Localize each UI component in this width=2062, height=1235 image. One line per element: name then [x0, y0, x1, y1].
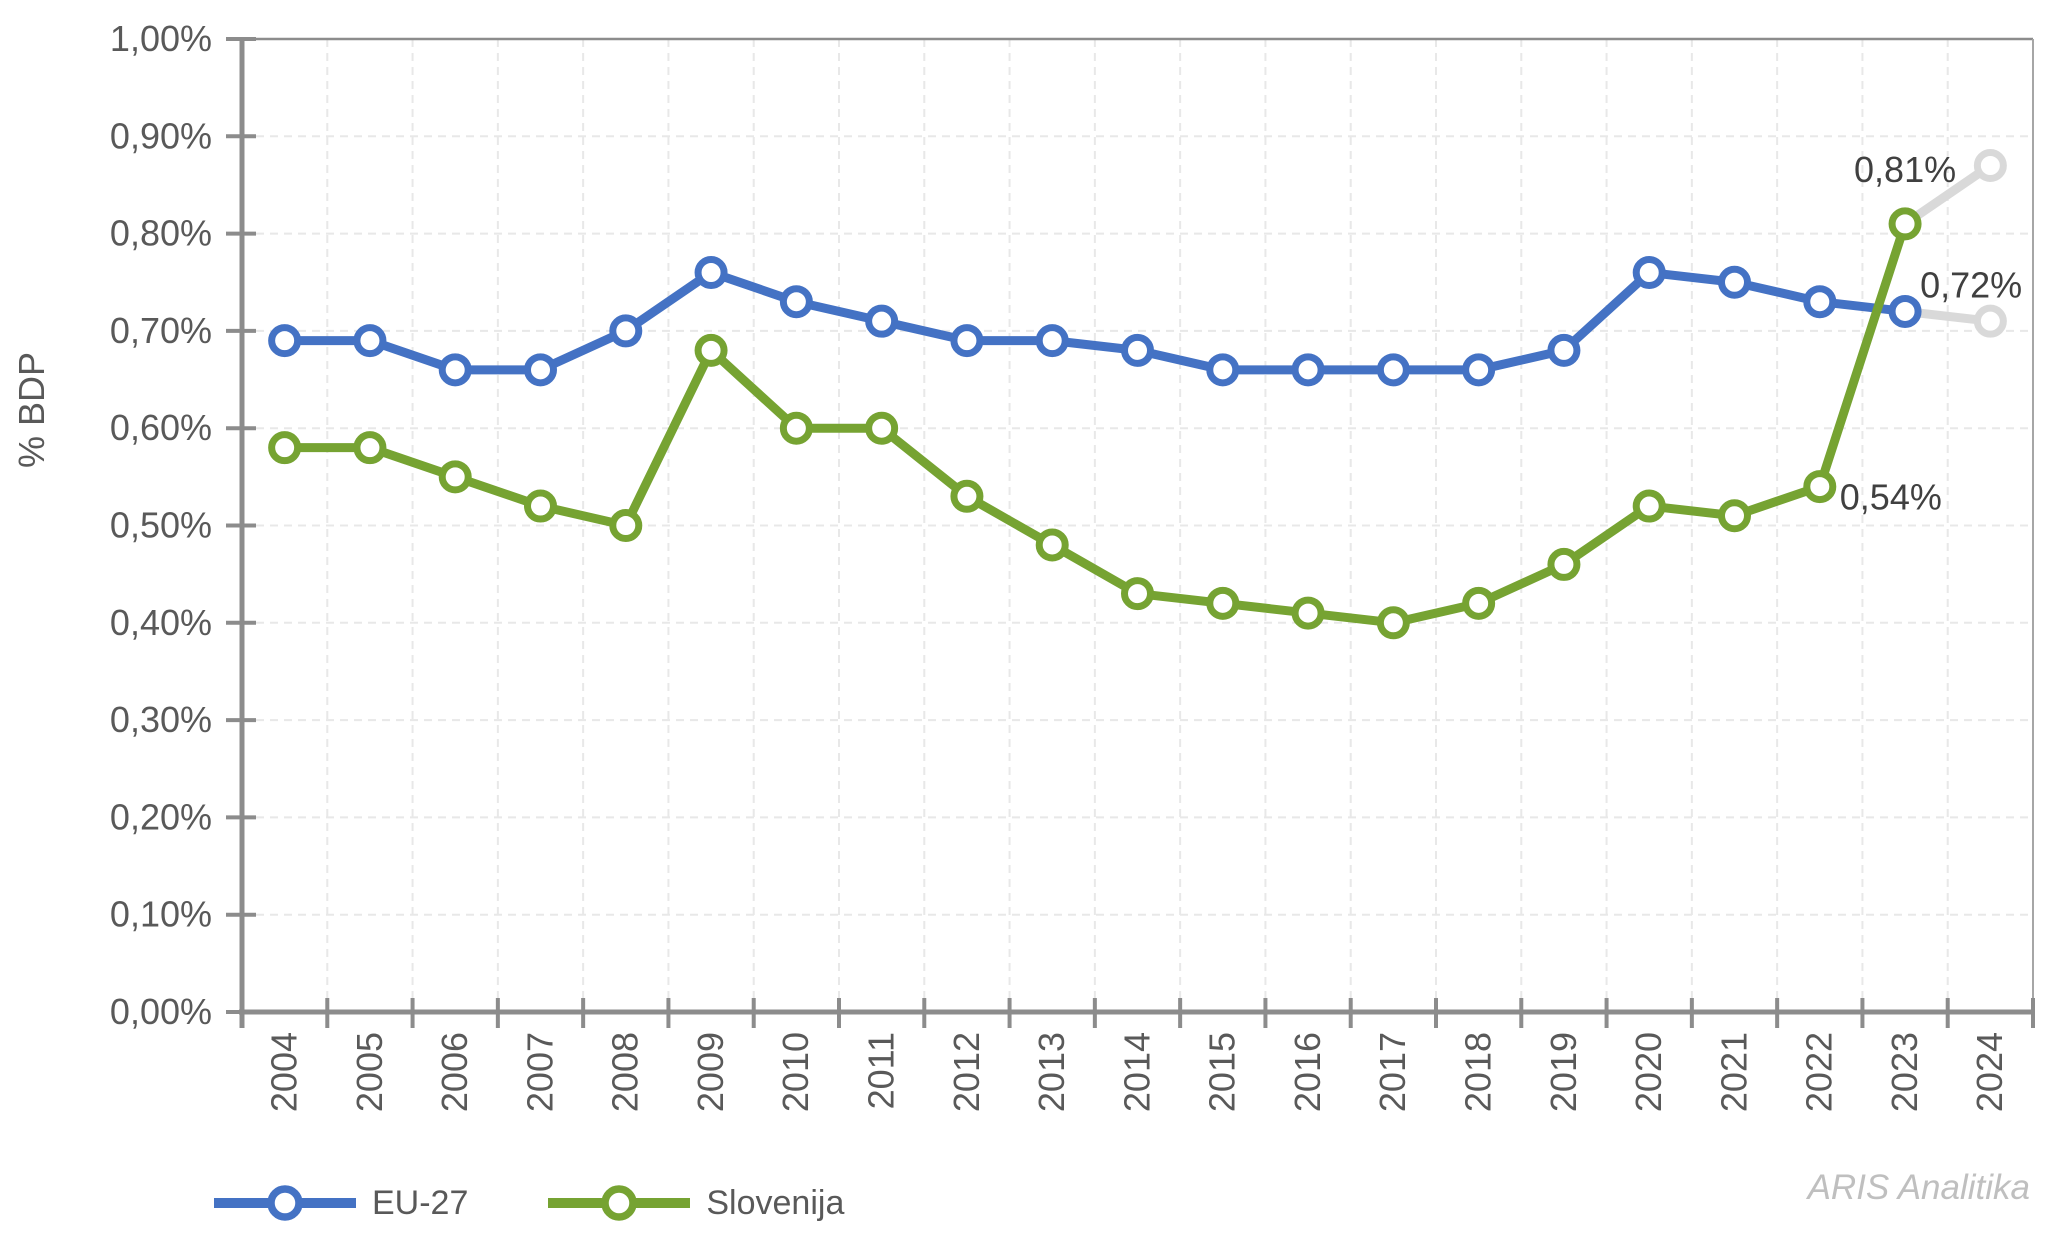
data-marker-slovenija [268, 431, 302, 465]
x-tick-label: 2016 [1287, 1032, 1328, 1112]
x-tick-label: 2008 [605, 1032, 646, 1112]
y-tick-label: 0,30% [110, 699, 212, 740]
data-marker-eu-27 [1376, 353, 1410, 387]
x-tick-label: 2009 [690, 1032, 731, 1112]
x-tick-label: 2005 [349, 1032, 390, 1112]
data-marker-slovenija [1547, 547, 1581, 581]
data-marker-slovenija [1376, 606, 1410, 640]
x-tick-label: 2024 [1969, 1032, 2010, 1112]
data-marker-eu-27 [1291, 353, 1325, 387]
projection-line-slovenija [1900, 160, 1995, 229]
y-tick-label: 0,70% [110, 310, 212, 351]
data-marker-slovenija [1888, 207, 1922, 241]
data-marker-slovenija [694, 333, 728, 367]
legend-item-slovenija: Slovenija [544, 1180, 844, 1226]
y-tick-label: 0,50% [110, 505, 212, 546]
data-marker-slovenija [1206, 586, 1240, 620]
x-tick-label: 2021 [1713, 1032, 1754, 1112]
y-tick-label: 1,00% [110, 18, 212, 59]
data-marker-eu-27 [779, 285, 813, 319]
legend: EU-27 Slovenija [210, 1180, 844, 1226]
x-tick-label: 2006 [434, 1032, 475, 1112]
watermark-text: ARIS Analitika [1807, 1168, 2030, 1207]
data-marker-eu-27 [694, 256, 728, 290]
y-tick-label: 0,80% [110, 213, 212, 254]
projection-marker-eu-27 [1973, 304, 2007, 338]
data-marker-eu-27 [1888, 294, 1922, 328]
y-tick-label: 0,20% [110, 796, 212, 837]
data-marker-eu-27 [438, 353, 472, 387]
y-axis-title: % BDP [11, 351, 52, 469]
data-marker-eu-27 [1035, 324, 1069, 358]
x-tick-label: 2004 [264, 1032, 305, 1112]
data-marker-eu-27 [865, 304, 899, 338]
x-tick-label: 2014 [1116, 1032, 1157, 1112]
x-tick-label: 2012 [946, 1032, 987, 1112]
x-tick-label: 2017 [1372, 1032, 1413, 1112]
x-tick-label: 2010 [775, 1032, 816, 1112]
x-tick-label: 2018 [1458, 1032, 1499, 1112]
data-marker-eu-27 [1718, 265, 1751, 299]
data-marker-eu-27 [1121, 333, 1154, 367]
data-marker-slovenija [1291, 596, 1325, 630]
y-tick-label: 0,60% [110, 407, 212, 448]
data-marker-slovenija [1121, 577, 1154, 611]
legend-marker-icon [548, 1185, 691, 1221]
data-marker-slovenija [353, 431, 387, 465]
data-marker-eu-27 [1632, 256, 1666, 290]
legend-marker-icon [214, 1185, 356, 1221]
data-marker-eu-27 [1803, 285, 1837, 319]
x-tick-label: 2013 [1031, 1032, 1072, 1112]
data-marker-eu-27 [1462, 353, 1496, 387]
data-label: 0,72% [1920, 264, 2022, 305]
data-marker-eu-27 [524, 353, 557, 387]
data-marker-slovenija [865, 411, 899, 445]
legend-label: EU-27 [372, 1183, 469, 1222]
data-label: 0,81% [1854, 149, 1956, 190]
data-marker-eu-27 [1547, 333, 1581, 367]
data-marker-slovenija [1718, 499, 1751, 533]
data-marker-slovenija [438, 460, 472, 494]
x-tick-label: 2019 [1543, 1032, 1584, 1112]
data-marker-eu-27 [353, 324, 387, 358]
data-marker-slovenija [779, 411, 813, 445]
data-marker-eu-27 [950, 324, 984, 358]
y-tick-label: 0,10% [110, 894, 212, 935]
x-tick-label: 2020 [1628, 1032, 1669, 1112]
data-marker-slovenija [1632, 489, 1666, 523]
data-marker-slovenija [524, 489, 557, 523]
data-marker-slovenija [609, 509, 643, 542]
x-tick-label: 2023 [1884, 1032, 1925, 1112]
data-marker-eu-27 [268, 324, 302, 358]
data-marker-slovenija [1462, 586, 1496, 620]
projection-marker-slovenija [1973, 148, 2007, 182]
data-marker-slovenija [1803, 470, 1837, 504]
y-tick-label: 0,00% [110, 991, 212, 1032]
y-tick-label: 0,40% [110, 602, 212, 643]
legend-label: Slovenija [706, 1183, 845, 1222]
x-tick-label: 2022 [1799, 1032, 1840, 1112]
x-tick-label: 2015 [1202, 1032, 1243, 1112]
y-tick-label: 0,90% [110, 115, 212, 156]
data-marker-slovenija [1035, 528, 1069, 562]
legend-item-eu-27: EU-27 [210, 1180, 468, 1226]
data-marker-slovenija [950, 479, 984, 513]
x-tick-label: 2011 [861, 1032, 902, 1109]
data-label: 0,54% [1840, 477, 1942, 518]
data-marker-eu-27 [609, 314, 643, 348]
data-marker-eu-27 [1206, 353, 1240, 387]
x-tick-label: 2007 [519, 1032, 560, 1112]
